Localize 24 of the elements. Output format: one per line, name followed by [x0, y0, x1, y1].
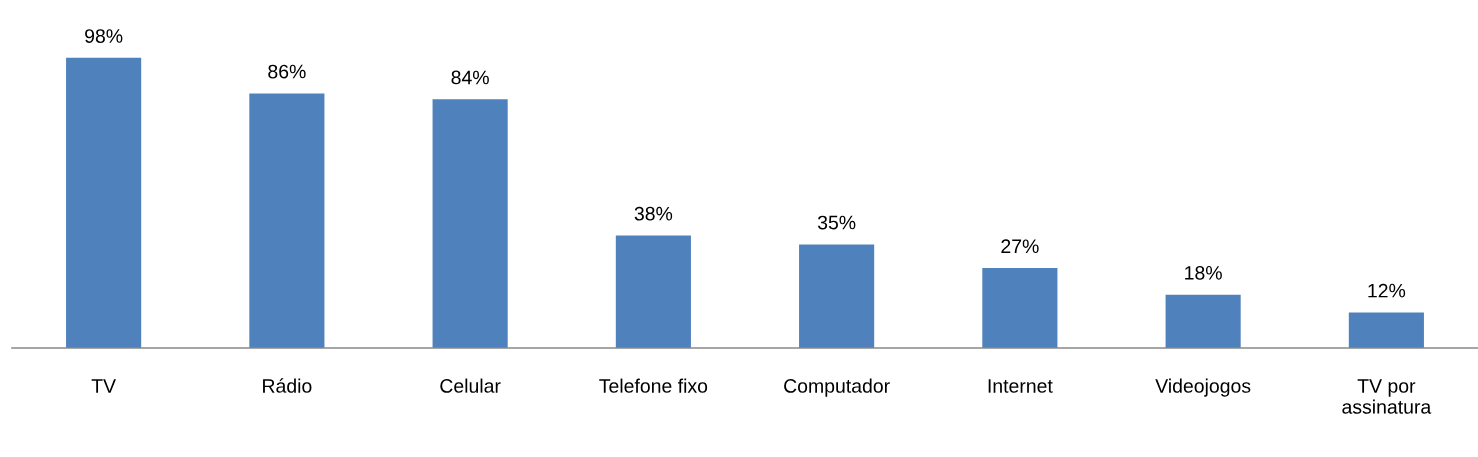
- x-tick-label: Celular: [440, 378, 501, 393]
- x-tick-label: Rádio: [263, 378, 312, 393]
- bar: [1165, 294, 1241, 348]
- data-label: 86%: [268, 64, 306, 79]
- data-label: 84%: [451, 70, 489, 85]
- bar: [66, 57, 142, 348]
- bar: [249, 93, 325, 348]
- data-label: 38%: [634, 206, 673, 221]
- bar: [799, 244, 875, 348]
- x-tick-label: TV: [91, 379, 116, 393]
- x-tick-label: Telefone fixo: [599, 378, 708, 393]
- data-label: 98%: [85, 29, 123, 43]
- x-tick-label: Computador: [784, 378, 890, 397]
- bar: [1348, 312, 1424, 348]
- bar: [982, 268, 1058, 348]
- data-label: 18%: [1185, 265, 1222, 280]
- data-label: 35%: [817, 215, 856, 230]
- x-tick-label: Videojogos: [1155, 378, 1251, 397]
- bar: [615, 235, 691, 348]
- data-label: 12%: [1368, 283, 1406, 298]
- data-label: 27%: [1001, 239, 1039, 254]
- x-tick-label: TV por assinatura: [1342, 379, 1432, 414]
- bar: [432, 99, 508, 348]
- x-tick-label: Internet: [988, 379, 1053, 393]
